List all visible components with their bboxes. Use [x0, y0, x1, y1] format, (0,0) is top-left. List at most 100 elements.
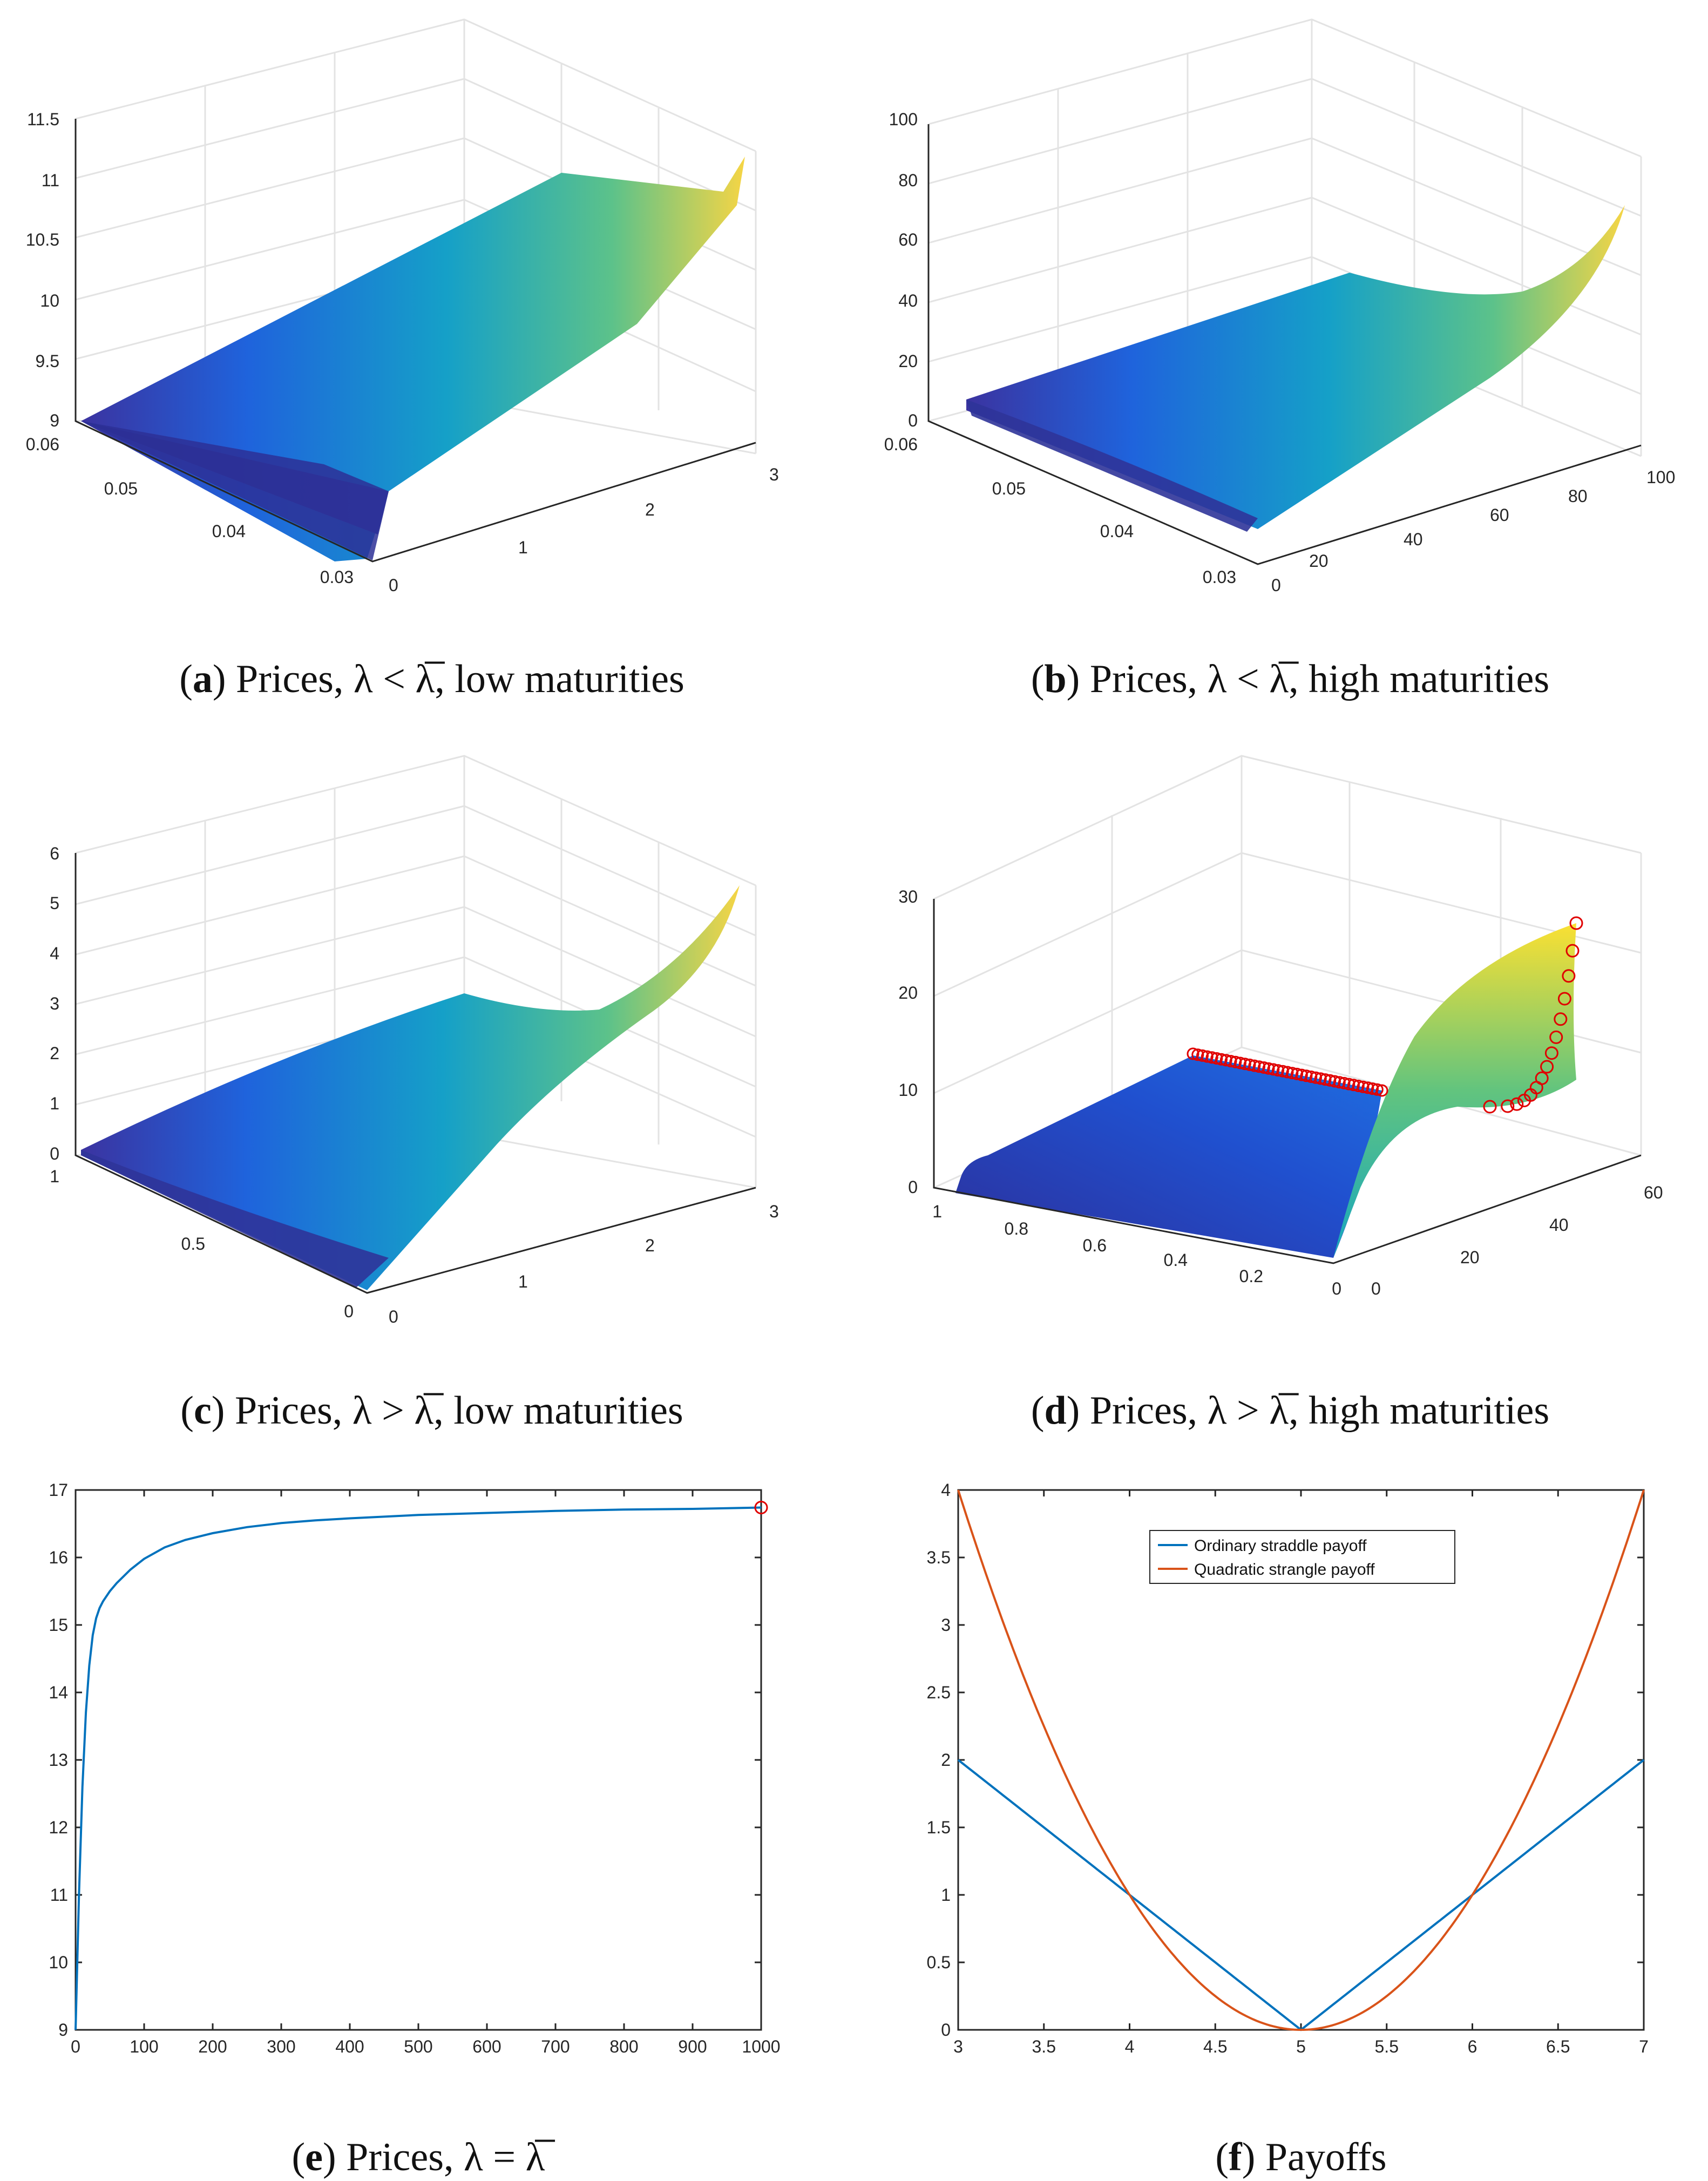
tick-label: 0.06	[884, 435, 918, 454]
marker-circle	[1319, 1073, 1332, 1086]
marker-circle	[1501, 1099, 1515, 1113]
caption-label: d	[1045, 1388, 1067, 1433]
panel-a: 9 9.5 10 10.5 11 11.5 0.06 0.05 0.04 0.0…	[26, 18, 779, 701]
tick-label: 20	[1460, 1248, 1480, 1267]
marker-circle	[1554, 1012, 1568, 1026]
marker-circle	[1229, 1055, 1242, 1068]
x-tick-label: 7	[1639, 2037, 1649, 2056]
marker-circle	[1540, 1060, 1554, 1074]
panel-a-z-ticks: 9 9.5 10 10.5 11 11.5	[26, 110, 59, 430]
legend-box	[1149, 1530, 1455, 1584]
tick-label: 40	[1549, 1215, 1569, 1235]
tick-label: 3	[50, 994, 59, 1013]
marker-circle	[1535, 1071, 1549, 1085]
panel-c: 0 1 2 3 4 5 6 1 0.5 0 0 1 2 3 (c) Prices…	[50, 755, 779, 1433]
marker-circle	[1310, 1071, 1322, 1084]
tick-label: 3	[769, 1202, 779, 1221]
marker-circle	[1224, 1055, 1237, 1068]
panel-b-axes	[927, 124, 1642, 565]
tick-label: 40	[898, 291, 918, 310]
panel-b-caption: (b) Prices, λ < λ̅, high maturities	[1031, 657, 1549, 701]
panel-c-axes	[74, 853, 756, 1294]
y-tick-label: 3	[941, 1615, 951, 1635]
marker-circle	[1314, 1072, 1327, 1085]
panel-e-ticks: 0 100 200 300 400 500 600 700 800 900 1000 9 10 11 12 1…	[49, 1480, 780, 2056]
y-tick-label: 2	[941, 1750, 951, 1770]
tick-label: 0	[344, 1302, 354, 1321]
tick-label: 60	[1490, 505, 1509, 525]
marker-circle	[1329, 1075, 1341, 1088]
panel-d-surface-rise	[1333, 923, 1576, 1258]
end-marker	[754, 1501, 768, 1514]
marker-circle	[1187, 1047, 1199, 1060]
marker-circle	[1286, 1067, 1299, 1080]
panel-c-y-ticks: 0 1 2 3	[389, 1202, 779, 1326]
panel-c-surface	[81, 885, 740, 1290]
tick-label: 20	[898, 983, 918, 1003]
panel-d-axes	[933, 899, 1642, 1264]
marker-circle	[1544, 1046, 1558, 1060]
marker-circle	[1248, 1059, 1261, 1072]
x-tick-label: 200	[198, 2037, 227, 2056]
y-tick-label: 2.5	[927, 1683, 951, 1702]
tick-label: 0.04	[212, 521, 246, 541]
x-tick-label: 0	[71, 2037, 80, 2056]
marker-circle	[1276, 1065, 1289, 1078]
y-tick-label: 17	[49, 1480, 68, 1500]
caption-text: Prices, λ < λ̅, high maturities	[1090, 657, 1549, 701]
panel-d-markers	[1187, 916, 1583, 1114]
tick-label: 9.5	[36, 351, 59, 371]
marker-circle	[1361, 1081, 1374, 1094]
panel-d: 0 10 20 30 1 0.8 0.6 0.4 0.2 0 0 20 40 6…	[898, 755, 1663, 1433]
tick-label: 10	[40, 291, 59, 310]
y-tick-label: 16	[49, 1548, 68, 1567]
marker-circle	[1569, 916, 1583, 930]
tick-label: 0.4	[1164, 1250, 1188, 1270]
tick-label: 0	[908, 1177, 918, 1197]
marker-circle	[1352, 1080, 1365, 1092]
marker-circle	[1295, 1068, 1308, 1081]
x-tick-label: 1000	[742, 2037, 780, 2056]
panel-a-x-ticks: 0.06 0.05 0.04 0.03	[26, 435, 354, 587]
tick-label: 0	[1371, 1279, 1381, 1298]
marker-circle	[1201, 1050, 1214, 1063]
marker-circle	[1210, 1052, 1223, 1065]
tick-label: 2	[645, 1236, 655, 1255]
tick-label: 0.05	[104, 479, 138, 498]
panel-c-caption: (c) Prices, λ > λ̅, low maturities	[180, 1388, 683, 1433]
caption-text: Payoffs	[1265, 2135, 1387, 2179]
panel-a-caption: (a) Prices, λ < λ̅, low maturities	[179, 657, 684, 701]
panel-c-surface-front	[81, 1150, 389, 1288]
tick-label: 100	[1646, 468, 1675, 487]
panel-d-y-ticks: 0 20 40 60	[1371, 1183, 1663, 1298]
caption-text: Prices, λ = λ̅	[346, 2135, 555, 2179]
y-tick-label: 0.5	[927, 1953, 951, 1972]
y-tick-label: 3.5	[927, 1548, 951, 1567]
marker-circle	[1343, 1078, 1355, 1090]
x-tick-label: 300	[267, 2037, 295, 2056]
tick-label: 2	[645, 500, 655, 519]
panel-e-plot-area	[74, 1489, 762, 2031]
marker-circle	[1557, 992, 1571, 1006]
panel-d-z-ticks: 0 10 20 30	[898, 887, 918, 1197]
x-tick-label: 5	[1296, 2037, 1306, 2056]
series-line-straddle	[957, 1759, 1645, 2031]
tick-label: 0.04	[1100, 521, 1134, 541]
y-tick-label: 12	[49, 1818, 68, 1837]
y-tick-label: 9	[58, 2020, 68, 2040]
tick-label: 0.05	[992, 479, 1026, 498]
marker-circle	[1300, 1069, 1313, 1082]
panel-b-surface-front	[966, 399, 1258, 532]
panel-f-caption: (f) Payoffs	[1215, 2135, 1386, 2179]
marker-circle	[1347, 1079, 1360, 1092]
marker-circle	[1483, 1100, 1497, 1114]
caption-label: c	[194, 1388, 212, 1433]
panel-b-z-ticks: 0 20 40 60 80 100	[889, 110, 918, 430]
panel-a-axes	[74, 119, 756, 563]
marker-circle	[1262, 1062, 1275, 1075]
marker-circle	[1549, 1030, 1563, 1044]
marker-circle	[1243, 1058, 1256, 1071]
caption-label: a	[193, 657, 213, 701]
panel-b-surface	[966, 205, 1625, 529]
marker-circle	[1257, 1061, 1270, 1074]
